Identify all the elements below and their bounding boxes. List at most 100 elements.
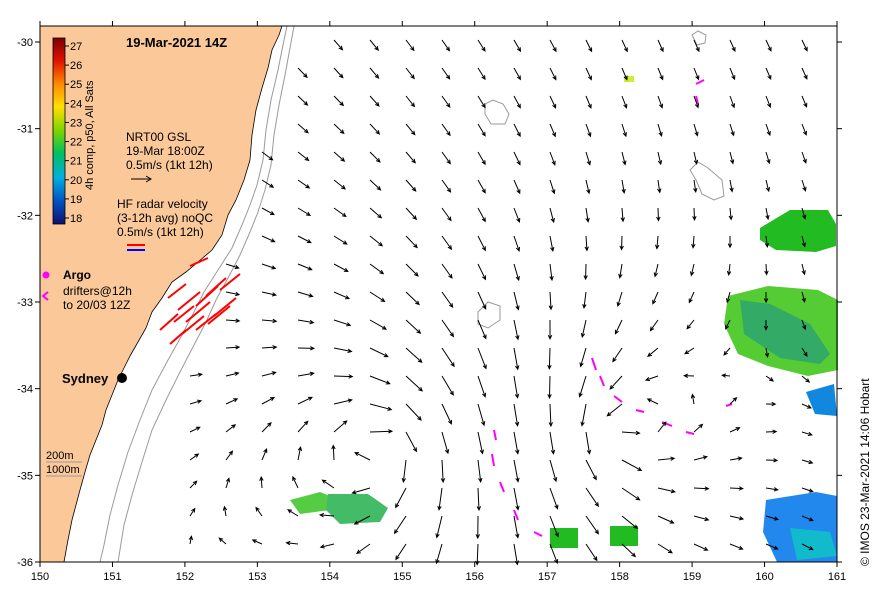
- gsl-arrow: [259, 475, 264, 489]
- colorbar-tick-label: 21: [70, 156, 82, 168]
- gsl-arrow: [621, 95, 628, 109]
- gsl-arrow: [585, 179, 591, 195]
- gsl-arrow: [225, 424, 237, 433]
- y-tick-label: -34: [17, 384, 33, 396]
- gsl-arrow: [292, 475, 299, 489]
- argo-legend-label: Argo: [63, 268, 91, 282]
- gsl-arrow: [801, 39, 808, 52]
- gsl-arrow: [333, 374, 354, 379]
- gsl-arrow: [549, 39, 557, 53]
- gsl-arrow: [441, 263, 453, 279]
- gsl-arrow: [333, 207, 347, 218]
- gsl-arrow: [765, 151, 771, 165]
- gsl-arrow: [261, 207, 275, 216]
- gsl-arrow: [801, 543, 814, 551]
- gsl-arrow: [693, 39, 700, 53]
- gsl-arrow: [606, 403, 623, 417]
- x-tick-label: 156: [466, 571, 484, 583]
- gsl-arrow: [583, 263, 588, 281]
- gsl-arrow: [441, 431, 450, 455]
- island-outline: [484, 99, 510, 125]
- gsl-arrow: [435, 543, 443, 565]
- gsl-arrow: [801, 459, 814, 465]
- gsl-arrow: [585, 123, 592, 138]
- gsl-arrow: [729, 456, 743, 461]
- colorbar-tick-label: 24: [70, 98, 82, 110]
- gsl-arrow: [477, 95, 486, 109]
- gsl-arrow: [549, 67, 557, 81]
- gsl-arrow: [189, 426, 201, 433]
- colorbar: 27 26 25 24 23 22 21 20 19 18 4h comp, p50, All S…: [52, 37, 96, 225]
- gsl-arrow: [621, 459, 643, 472]
- drifter-legend-line1: drifters@12h: [63, 284, 132, 298]
- gsl-arrow: [261, 263, 277, 270]
- gsl-arrow: [801, 515, 814, 522]
- gsl-arrow: [477, 375, 487, 398]
- gsl-arrow: [297, 319, 315, 325]
- gsl-arrow: [729, 95, 736, 109]
- gsl-arrow: [405, 403, 422, 421]
- gsl-arrow: [477, 67, 486, 81]
- hf-legend-scale: 0.5m/s (1kt 12h): [117, 225, 204, 239]
- gsl-arrow: [513, 263, 520, 282]
- gsl-arrow: [189, 399, 203, 405]
- gsl-arrow: [225, 318, 241, 323]
- argo-marker-icon: [42, 271, 50, 279]
- gsl-arrow: [765, 458, 779, 463]
- gsl-arrow: [801, 347, 808, 358]
- gsl-arrow: [333, 39, 344, 51]
- gsl-arrow: [621, 515, 639, 530]
- colorbar-tick-label: 27: [70, 41, 82, 53]
- gsl-arrow: [255, 506, 263, 517]
- gsl-arrow: [477, 459, 483, 483]
- gsl-arrow: [801, 207, 807, 220]
- gsl-arrow: [441, 39, 451, 52]
- gsl-arrow: [513, 375, 520, 399]
- x-tick-label: 161: [828, 571, 846, 583]
- hf-legend-sub: (3-12h avg) noQC: [117, 211, 213, 225]
- gsl-arrow: [513, 403, 520, 427]
- gsl-arrow: [649, 319, 659, 332]
- x-tick-label: 150: [31, 571, 49, 583]
- gsl-arrow: [189, 480, 198, 489]
- gsl-arrow: [612, 347, 623, 363]
- gsl-arrow: [549, 459, 558, 483]
- gsl-arrow: [285, 540, 299, 546]
- gsl-arrow: [655, 235, 660, 250]
- gsl-arrow: [657, 487, 676, 494]
- gsl-arrow: [657, 151, 663, 166]
- gsl-arrow: [369, 39, 379, 51]
- gsl-arrow: [578, 375, 587, 398]
- x-tick-label: 157: [538, 571, 556, 583]
- gsl-arrow: [405, 319, 422, 334]
- gsl-arrow: [441, 95, 451, 108]
- gsl-arrow: [395, 543, 407, 561]
- gsl-arrow: [477, 291, 487, 310]
- gsl-arrow: [225, 477, 231, 489]
- gsl-arrow: [261, 291, 278, 297]
- gsl-arrow: [644, 375, 659, 382]
- gsl-arrow: [585, 543, 598, 562]
- gsl-arrow: [405, 151, 416, 164]
- gsl-arrow: [319, 543, 335, 549]
- colorbar-tick-label: 20: [70, 175, 82, 187]
- gsl-arrow: [801, 151, 807, 164]
- gsl-arrow: [189, 507, 196, 517]
- gsl-arrow: [333, 235, 348, 245]
- plot-frame: [39, 25, 838, 563]
- gsl-arrow: [477, 151, 486, 166]
- y-tick-label: -36: [17, 557, 33, 569]
- gsl-arrow: [441, 319, 455, 338]
- gsl-arrow: [333, 123, 345, 135]
- gsl-arrow: [477, 207, 486, 223]
- gsl-arrow: [333, 263, 349, 272]
- gsl-arrow: [405, 207, 418, 221]
- gsl-arrow: [585, 459, 597, 481]
- gsl-arrow: [513, 235, 521, 252]
- x-tick-label: 155: [393, 571, 411, 583]
- gsl-arrow: [441, 403, 452, 425]
- gsl-arrow: [585, 207, 590, 223]
- gsl-arrow: [513, 459, 520, 483]
- gsl-arrow: [297, 263, 313, 271]
- gsl-arrow: [225, 450, 234, 461]
